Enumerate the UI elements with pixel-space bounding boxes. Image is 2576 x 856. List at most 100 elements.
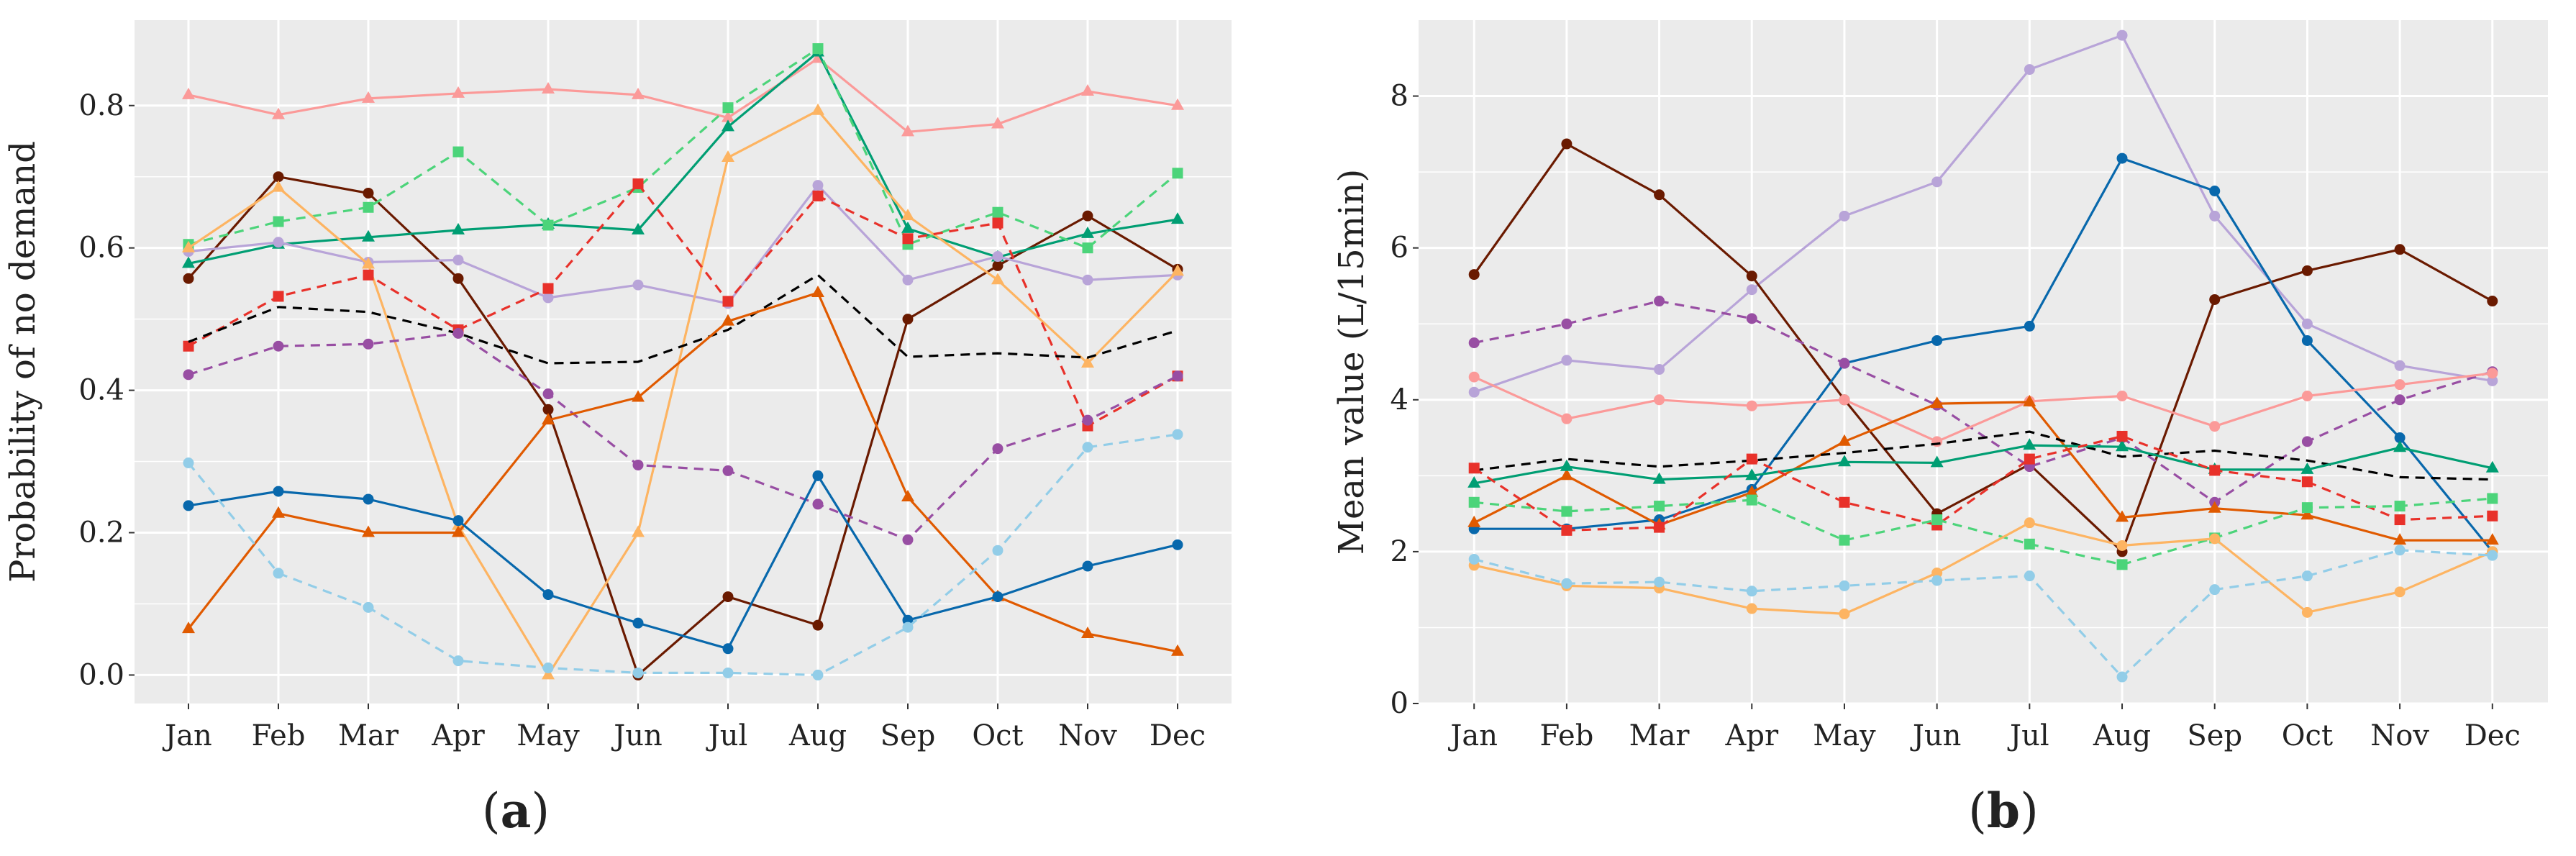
data-point [363,601,374,613]
data-point [2301,570,2313,582]
data-point [1931,575,1943,586]
data-point [812,43,824,55]
data-point [632,279,644,291]
data-point [2485,533,2499,545]
data-point [273,171,284,183]
data-point [1839,534,1850,546]
data-point [811,103,824,115]
panel-label-close: ) [2020,783,2039,839]
data-point [2208,501,2221,513]
data-point [2301,318,2313,329]
data-point [1745,485,1759,497]
x-tick-label: Oct [2282,719,2333,752]
data-point [1081,627,1094,638]
data-point [1560,468,1573,481]
data-point [1838,434,1851,446]
plot-background [135,20,1232,704]
data-point [273,568,284,579]
data-point [1082,274,1093,286]
data-point [1468,371,1480,383]
data-point [542,283,554,294]
data-point [1468,496,1480,508]
y-tick-label: 6 [1391,232,1408,265]
data-point [992,206,1003,218]
data-point [902,314,914,325]
data-point [2116,29,2128,41]
data-point [722,591,734,603]
data-point [1654,394,1665,406]
x-tick-label: Jan [1447,719,1498,752]
x-tick-label: Oct [972,719,1023,752]
x-tick-label: Nov [2370,719,2429,752]
series-line-light-blue [187,433,1178,677]
panel-label: (b) [1968,783,2039,839]
data-point [1561,355,1573,366]
data-point [1746,586,1757,597]
data-point [1081,356,1094,368]
data-point [542,589,554,601]
y-tick-label: 0.2 [78,516,124,550]
series-line-light-blue [1473,549,2493,678]
data-point [2301,606,2313,618]
data-point [812,669,824,680]
x-tick-label: Apr [431,719,485,752]
data-point [1654,189,1665,201]
series-black [188,273,1178,365]
x-tick-label: Dec [1150,719,1206,752]
data-point [902,233,914,245]
data-point [1746,284,1757,296]
series-line-teal [188,50,1178,265]
data-point [2209,186,2221,196]
data-point [2485,460,2499,473]
data-point [1171,212,1184,224]
data-point [1467,475,1481,488]
data-point [992,251,1003,263]
data-point [452,146,464,158]
series-line-black [188,273,1178,365]
data-point [2116,430,2128,442]
data-point [2023,438,2036,450]
series-red [183,178,1183,432]
data-point [2301,334,2313,346]
data-point [902,274,914,286]
data-point [1082,442,1093,453]
data-point [2023,394,2036,406]
series-lavender [1468,29,2498,398]
data-point [1082,242,1093,254]
data-point [632,667,644,678]
data-point [1561,506,1573,517]
data-point [1467,515,1481,527]
data-point [812,498,824,510]
data-point [182,87,195,99]
series-line-light-green [1474,497,2493,566]
y-axis-title: Mean value (L/15min) [1332,169,1372,555]
x-tick-label: Feb [252,719,306,752]
data-point [183,273,194,284]
data-point [183,340,194,352]
panel-label-letter: a [501,783,532,839]
data-point [273,340,284,352]
data-point [452,655,464,667]
data-point [722,119,734,132]
data-point [2487,510,2498,522]
data-point [722,296,734,307]
series-blue [183,470,1183,655]
data-point [1839,580,1850,591]
data-point [991,117,1004,129]
panel-label-letter: b [1987,783,2020,839]
data-point [722,150,734,162]
data-point [542,404,554,415]
data-point [1654,522,1665,533]
data-point [901,221,914,233]
data-point [2393,533,2407,545]
x-tick-label: Mar [338,719,399,752]
data-point [1560,459,1573,471]
data-point [1931,334,1943,346]
series-line-pink [1473,372,2493,443]
data-point [1654,364,1665,375]
data-point [1746,400,1757,411]
data-point [183,369,194,381]
data-point [902,534,914,545]
data-point [2116,391,2128,401]
data-point [632,390,645,402]
